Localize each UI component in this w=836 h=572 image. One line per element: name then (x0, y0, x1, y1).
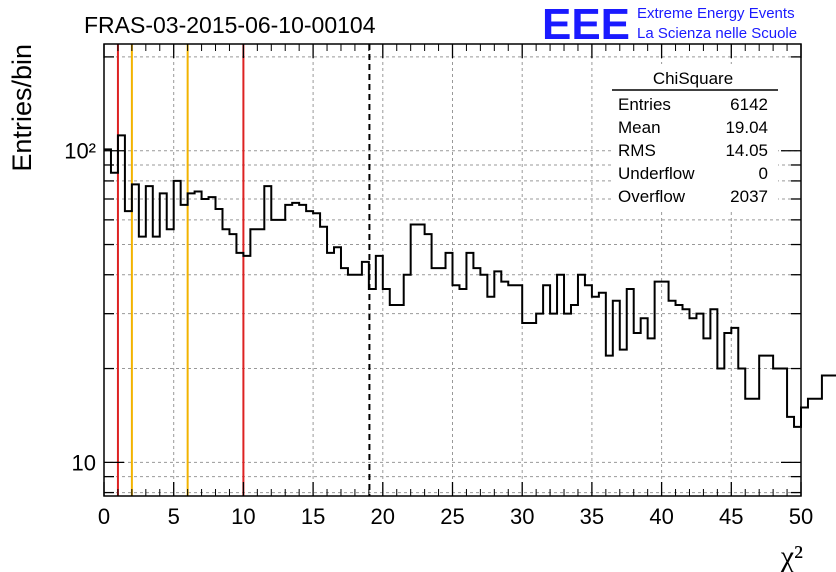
x-tick-label: 10 (231, 504, 255, 529)
eee-logo: EEE Extreme Energy Events La Scienza nel… (542, 0, 797, 49)
x-tick-label: 35 (580, 504, 604, 529)
x-tick-label: 50 (789, 504, 813, 529)
x-tick-label: 20 (371, 504, 395, 529)
stats-row-value: 14.05 (725, 141, 768, 160)
stats-box-background (614, 64, 778, 210)
stats-title: ChiSquare (653, 69, 733, 88)
stats-box: ChiSquare Entries 6142 Mean 19.04 RMS 14.05 Un… (612, 64, 778, 210)
stats-row-label: Underflow (618, 164, 695, 183)
stats-row-label: RMS (618, 141, 656, 160)
axis-ticks (103, 44, 802, 496)
x-tick-label: 0 (98, 504, 110, 529)
stats-row-value: 6142 (730, 95, 768, 114)
stats-row-value: 19.04 (725, 118, 768, 137)
stats-row-value: 0 (759, 164, 768, 183)
y-tick-labels: 10 10² (64, 139, 96, 476)
histogram-outline (104, 134, 836, 428)
x-axis-label: χ² (780, 540, 803, 572)
x-tick-label: 5 (168, 504, 180, 529)
plot-frame (103, 43, 802, 497)
x-tick-labels: 0 5 10 15 20 25 30 35 40 45 50 (98, 504, 813, 529)
x-tick-label: 15 (301, 504, 325, 529)
reference-lines (116, 44, 371, 496)
y-tick-label: 10² (64, 139, 96, 164)
x-tick-label: 25 (440, 504, 464, 529)
x-tick-label: 30 (510, 504, 534, 529)
stats-row-value: 2037 (730, 187, 768, 206)
x-tick-label: 40 (649, 504, 673, 529)
logo-line-2: La Scienza nelle Scuole (637, 25, 797, 42)
y-tick-label: 10 (72, 450, 96, 475)
logo-mark: EEE (542, 0, 630, 49)
stats-row-label: Entries (618, 95, 671, 114)
stats-row-label: Overflow (618, 187, 686, 206)
stats-row-label: Mean (618, 118, 661, 137)
y-axis-label: Entries/bin (7, 44, 37, 172)
logo-line-1: Extreme Energy Events (637, 5, 795, 22)
chart-title: FRAS-03-2015-06-10-00104 (84, 12, 376, 38)
x-tick-label: 45 (719, 504, 743, 529)
